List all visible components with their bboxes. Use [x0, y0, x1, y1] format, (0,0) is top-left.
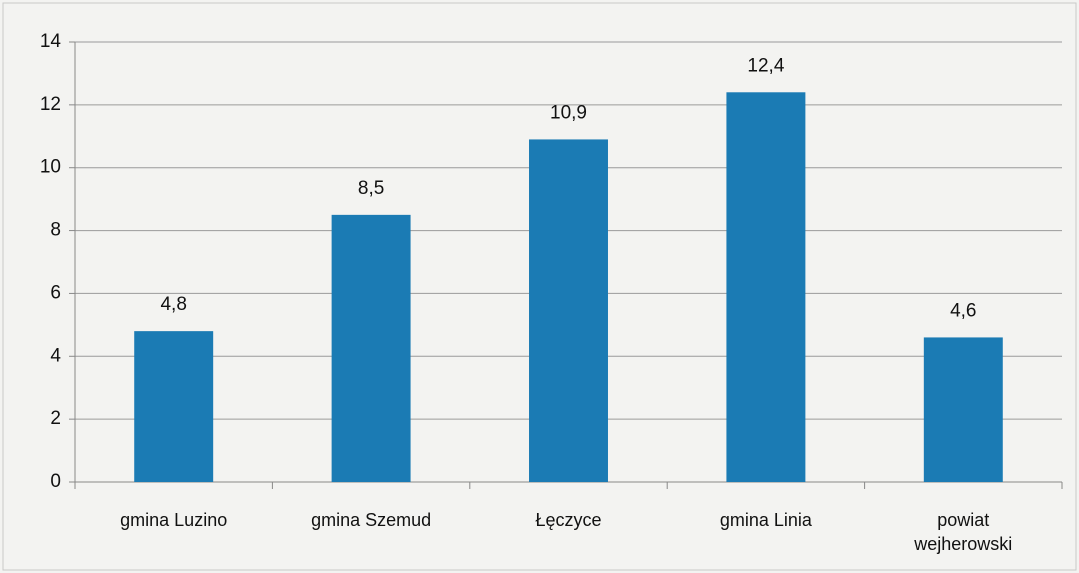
bar	[529, 139, 608, 482]
data-label: 4,6	[950, 300, 976, 321]
bar	[134, 331, 214, 482]
bar	[923, 337, 1003, 482]
x-tick-label: gmina Luzino	[120, 510, 228, 530]
data-label: 4,8	[160, 294, 186, 315]
y-tick-label: 2	[50, 408, 61, 429]
y-tick-label: 10	[40, 157, 61, 178]
x-tick-label: gmina Szemud	[311, 510, 432, 530]
bar	[331, 214, 411, 482]
y-tick-label: 4	[50, 345, 61, 366]
y-tick-label: 14	[40, 31, 62, 52]
x-tick-label: Łęczyce	[535, 510, 602, 530]
data-label: 10,9	[550, 102, 587, 123]
y-tick-label: 6	[50, 282, 61, 303]
data-label: 8,5	[358, 178, 384, 199]
data-label: 12,4	[747, 55, 784, 76]
x-tick-label: gmina Linia	[719, 510, 812, 530]
bar	[726, 92, 806, 483]
y-tick-label: 0	[50, 471, 61, 492]
x-tick-label: powiat wejherowski	[914, 510, 1013, 554]
y-tick-label: 8	[50, 220, 61, 241]
y-tick-label: 12	[40, 94, 61, 115]
